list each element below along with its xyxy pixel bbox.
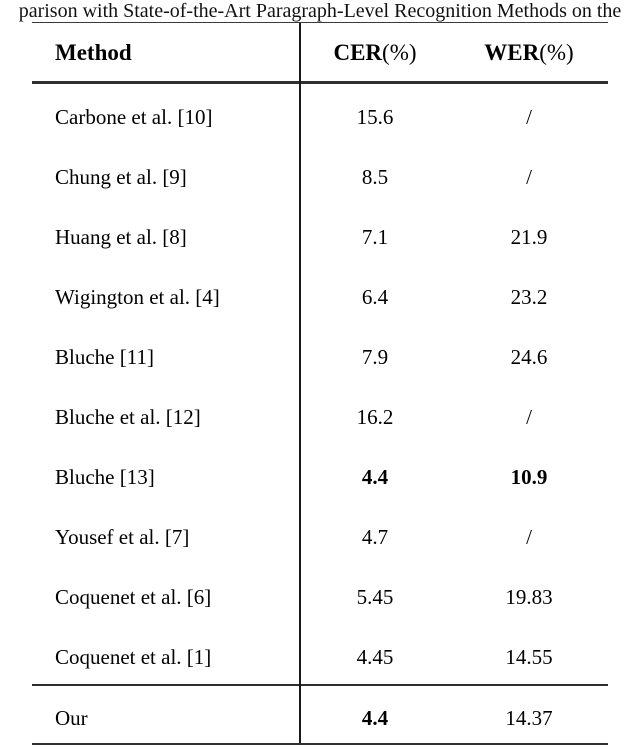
cer-cell: 7.1 [361,224,389,249]
cer-cell: 8.5 [361,164,389,189]
cer-cell: 16.2 [356,404,394,429]
column-header-cer: CER(%) [300,40,450,66]
cer-cell: 4.45 [356,644,394,669]
table-row: Yousef et al. [7] 4.7 / [32,504,608,564]
wer-cell: 19.83 [505,584,553,609]
column-header-wer: WER(%) [450,40,608,66]
table-row: Wigington et al. [4] 6.4 23.2 [32,264,608,324]
method-cell: Bluche et al. [12] [55,404,201,429]
cer-cell: 4.4 [361,464,389,489]
wer-cell: / [526,404,532,429]
wer-cell: 14.55 [505,644,553,669]
cer-cell: 4.7 [361,524,389,549]
wer-header-unit: (%) [539,40,574,65]
wer-cell: / [526,524,532,549]
method-cell: Yousef et al. [7] [55,524,190,549]
method-cell: Chung et al. [9] [55,164,187,189]
wer-cell: 23.2 [510,284,548,309]
table-body: Carbone et al. [10] 15.6 / Chung et al. … [32,84,608,684]
cer-cell: 15.6 [356,104,394,129]
wer-cell: / [526,164,532,189]
method-cell: Coquenet et al. [1] [55,644,212,669]
cer-cell: 4.4 [361,705,389,730]
table-row: Huang et al. [8] 7.1 21.9 [32,204,608,264]
cer-header-unit: (%) [382,40,417,65]
cer-cell: 7.9 [361,344,389,369]
method-cell: Bluche [11] [55,344,154,369]
wer-cell: 14.37 [505,705,553,730]
table-row-our: Our 4.4 14.37 [32,684,608,744]
table-row: Bluche et al. [12] 16.2 / [32,384,608,444]
wer-cell: / [526,104,532,129]
method-cell: Wigington et al. [4] [55,284,220,309]
table-caption: parison with State-of-the-Art Paragraph-… [18,0,622,22]
table-row: Bluche [11] 7.9 24.6 [32,324,608,384]
table-row: Bluche [13] 4.4 10.9 [32,444,608,504]
method-cell: Our [55,705,88,730]
table-row: Coquenet et al. [6] 5.45 19.83 [32,564,608,624]
table-row: Chung et al. [9] 8.5 / [32,144,608,204]
column-divider-rule [299,23,301,743]
column-header-method: Method [55,40,132,65]
method-cell: Coquenet et al. [6] [55,584,212,609]
wer-cell: 21.9 [510,224,548,249]
table-header-row: Method CER(%) WER(%) [32,23,608,84]
cer-cell: 6.4 [361,284,389,309]
method-cell: Huang et al. [8] [55,224,187,249]
wer-cell: 10.9 [510,464,548,489]
method-cell: Bluche [13] [55,464,155,489]
table-row: Coquenet et al. [1] 4.45 14.55 [32,624,608,684]
wer-header-strong: WER [484,40,540,65]
method-cell: Carbone et al. [10] [55,104,213,129]
cer-header-strong: CER [333,40,383,65]
table-row: Carbone et al. [10] 15.6 / [32,84,608,144]
results-table: Method CER(%) WER(%) Carbone et al. [10]… [32,22,608,745]
cer-cell: 5.45 [356,584,394,609]
wer-cell: 24.6 [510,344,548,369]
